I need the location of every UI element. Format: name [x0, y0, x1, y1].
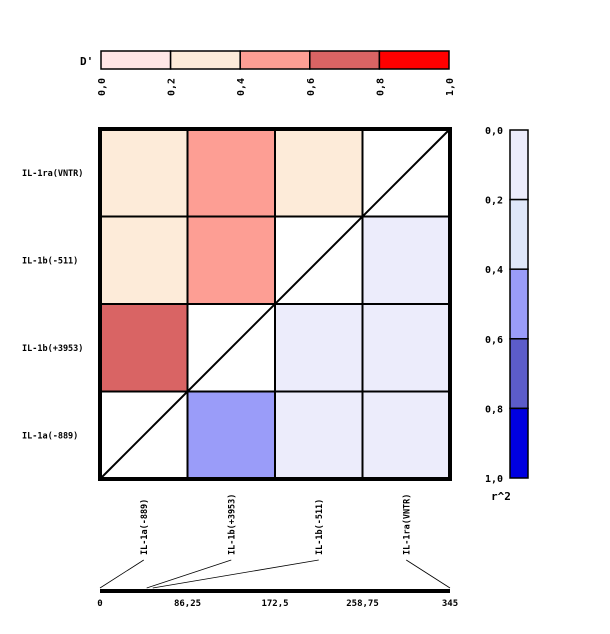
d-prime-legend-tick-label: 0,0	[97, 78, 108, 96]
d-prime-legend: D' 0,0 0,2 0,4 0,6 0,8 1,0	[80, 50, 456, 96]
r2-legend-tick-label: 1,0	[485, 474, 503, 485]
r2-legend: r^2 0,0 0,2 0,4 0,6 0,8 1,0	[485, 126, 529, 503]
row-label: IL-1a(-889)	[22, 431, 78, 441]
marker-position-connector	[146, 559, 232, 589]
d-prime-legend-swatch	[239, 50, 311, 70]
r2-legend-tick-label: 0,8	[485, 404, 503, 415]
position-axis-tick-label: 258,75	[346, 599, 379, 609]
d-prime-cell	[99, 303, 189, 393]
marker-position-connector	[406, 559, 451, 589]
d-prime-legend-tick-label: 0,6	[306, 78, 317, 96]
d-prime-legend-tick-label: 0,2	[167, 78, 178, 96]
row-label: IL-1b(+3953)	[22, 344, 83, 354]
r2-legend-title: r^2	[491, 490, 511, 503]
column-label: IL-1a(-889)	[140, 499, 150, 555]
r2-legend-swatch	[509, 268, 529, 340]
row-labels: IL-1ra(VNTR) IL-1b(-511) IL-1b(+3953) IL-1a…	[22, 169, 83, 442]
d-prime-cell	[186, 128, 276, 218]
column-label: IL-1ra(VNTR)	[402, 494, 412, 555]
r2-legend-tick-label: 0,4	[485, 265, 503, 276]
r2-legend-tick-label: 0,2	[485, 196, 503, 207]
position-axis-tick-label: 172,5	[261, 599, 288, 609]
r2-cell	[361, 215, 451, 305]
d-prime-legend-tick-label: 1,0	[445, 78, 456, 96]
d-prime-legend-swatch	[378, 50, 450, 70]
r2-legend-swatch	[509, 407, 529, 479]
position-axis: 0 86,25 172,5 258,75 345	[97, 559, 458, 609]
marker-position-connector	[152, 559, 319, 589]
r2-legend-tick-label: 0,0	[485, 126, 503, 137]
column-labels: IL-1a(-889) IL-1b(+3953) IL-1b(-511) IL-1ra…	[140, 494, 413, 555]
row-label: IL-1b(-511)	[22, 256, 78, 266]
position-axis-tick-label: 345	[442, 599, 458, 609]
r2-cell	[274, 303, 364, 393]
marker-position-connector	[99, 559, 144, 589]
position-axis-tick-label: 0	[97, 599, 102, 609]
r2-cell	[274, 390, 364, 480]
d-prime-cell	[186, 215, 276, 305]
column-label: IL-1b(-511)	[315, 499, 325, 555]
position-axis-tick-label: 86,25	[174, 599, 201, 609]
r2-cell	[186, 390, 276, 480]
matrix-border	[98, 127, 452, 481]
row-label: IL-1ra(VNTR)	[22, 169, 83, 179]
d-prime-legend-tick-label: 0,8	[375, 78, 386, 96]
d-prime-cell	[99, 128, 189, 218]
r2-cell	[361, 303, 451, 393]
d-prime-legend-swatch	[100, 50, 172, 70]
r2-legend-tick-label: 0,6	[485, 335, 503, 346]
d-prime-legend-swatch	[309, 50, 381, 70]
column-label: IL-1b(+3953)	[227, 494, 237, 555]
matrix-diagonal-line	[99, 128, 451, 480]
r2-cell	[361, 390, 451, 480]
r2-legend-swatch	[509, 338, 529, 410]
d-prime-legend-title: D'	[80, 55, 93, 68]
d-prime-legend-tick-label: 0,4	[236, 78, 247, 96]
d-prime-cell	[99, 215, 189, 305]
r2-legend-swatch	[509, 198, 529, 270]
d-prime-legend-swatch	[169, 50, 241, 70]
ld-matrix	[98, 127, 452, 481]
r2-legend-swatch	[509, 129, 529, 201]
d-prime-cell	[274, 128, 364, 218]
